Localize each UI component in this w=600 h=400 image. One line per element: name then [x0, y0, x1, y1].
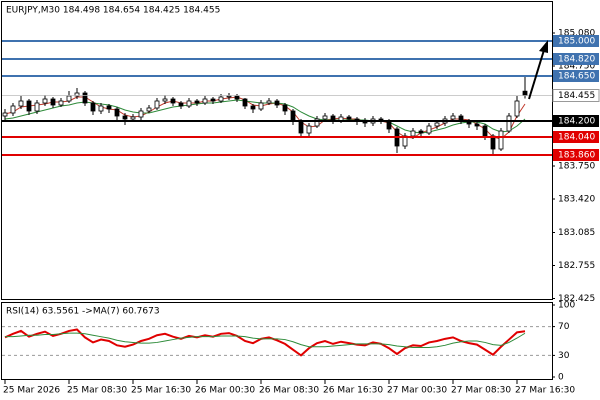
- candle-body: [130, 116, 136, 120]
- candle-body: [202, 98, 208, 104]
- level-label: 184.820: [558, 55, 595, 65]
- candle-body: [506, 115, 512, 132]
- x-tick-label: 27 Mar 08:30: [451, 386, 511, 396]
- candle-body: [322, 115, 328, 120]
- x-tick-label: 26 Mar 16:30: [323, 386, 383, 396]
- x-tick-label: 25 Mar 08:30: [67, 386, 127, 396]
- candle-body: [18, 100, 24, 107]
- x-tick-label: 27 Mar 00:30: [387, 386, 447, 396]
- y-tick-label: 184.750: [558, 62, 595, 72]
- candle-body: [290, 110, 296, 122]
- x-tick-label: 26 Mar 08:30: [259, 386, 319, 396]
- current-price-label: 184.455: [558, 91, 595, 101]
- candle-body: [90, 102, 96, 112]
- level-label-box: [553, 35, 599, 47]
- y-tick-label: 0: [558, 373, 564, 383]
- candle-body: [74, 92, 80, 97]
- y-tick-label: 183.420: [558, 195, 595, 205]
- candle-body: [194, 100, 200, 104]
- candle-body: [10, 105, 16, 114]
- chart-title: EURJPY,M30 184.498 184.654 184.425 184.4…: [6, 6, 220, 16]
- level-label: 183.860: [558, 151, 595, 161]
- candle-body: [474, 123, 480, 127]
- candle-body: [146, 107, 152, 112]
- candle-body: [498, 130, 504, 150]
- candle-body: [258, 102, 264, 110]
- candle-body: [282, 104, 288, 112]
- arrow-head: [539, 40, 548, 53]
- y-tick-label: 70: [558, 322, 570, 332]
- y-tick-label: 100: [558, 301, 575, 311]
- candle-body: [426, 125, 432, 134]
- candle-body: [210, 98, 216, 102]
- candle-body: [50, 98, 56, 106]
- plot-layer: 185.080 184.750 183.750 183.420 183.085 182.7…: [2, 29, 600, 396]
- y-tick-label: 183.750: [558, 162, 595, 172]
- candle-body: [450, 115, 456, 120]
- candle-body: [138, 110, 144, 118]
- candle-body: [266, 100, 272, 104]
- candle-body: [218, 96, 224, 102]
- arrow: [528, 49, 545, 100]
- candle-body: [106, 105, 112, 110]
- candle-body: [522, 90, 528, 96]
- y-tick-label: 185.080: [558, 29, 595, 39]
- candle-body: [306, 125, 312, 134]
- candle-body: [274, 100, 280, 106]
- rsi-ma-line: [5, 332, 526, 348]
- candle-body: [2, 112, 8, 117]
- x-tick-label: 25 Mar 2026: [3, 386, 60, 396]
- candle-body: [34, 102, 40, 112]
- y-tick-label: 182.425: [558, 294, 595, 304]
- y-tick-label: 183.085: [558, 228, 595, 238]
- candle-body: [58, 100, 64, 106]
- rsi-frame: [1, 302, 553, 380]
- level-label: 184.650: [558, 72, 595, 82]
- candle-body: [178, 102, 184, 107]
- candle-body: [26, 100, 32, 112]
- rsi-title: RSI(14) 63.5561 ->MA(7) 60.7673: [6, 307, 160, 317]
- candle-body: [154, 100, 160, 109]
- x-tick-label: 26 Mar 00:30: [195, 386, 255, 396]
- candle-body: [66, 95, 72, 102]
- candle-body: [234, 95, 240, 100]
- candle-body: [410, 130, 416, 137]
- candle-body: [186, 100, 192, 107]
- level-label-box: [553, 115, 599, 127]
- level-label-box: [553, 131, 599, 143]
- level-label: 184.200: [558, 117, 595, 127]
- y-tick-label: 30: [558, 351, 570, 361]
- candle-body: [114, 108, 120, 117]
- candle-body: [386, 120, 392, 130]
- candle-body: [250, 105, 256, 110]
- current-price-box: [552, 89, 600, 102]
- level-label-box: [553, 149, 599, 161]
- x-tick-label: 25 Mar 16:30: [131, 386, 191, 396]
- candle-body: [314, 118, 320, 127]
- candle-body: [514, 100, 520, 117]
- y-tick-label: 182.755: [558, 261, 595, 271]
- main-frame: [1, 1, 553, 300]
- level-label-box: [553, 53, 599, 65]
- candle-body: [42, 98, 48, 104]
- x-tick-label: 27 Mar 16:30: [515, 386, 575, 396]
- level-label-box: [553, 70, 599, 82]
- candle-body: [434, 122, 440, 127]
- candle-body: [298, 120, 304, 134]
- candle-body: [162, 98, 168, 102]
- candle-body: [82, 92, 88, 104]
- level-label: 184.040: [558, 133, 595, 143]
- candle-body: [226, 95, 232, 98]
- candle-body: [122, 115, 128, 120]
- candle-body: [346, 116, 352, 120]
- candle-body: [170, 98, 176, 104]
- rsi-line: [4, 328, 526, 357]
- candle-body: [482, 125, 488, 137]
- level-label: 185.000: [558, 37, 595, 47]
- candle-body: [242, 98, 248, 107]
- candle-body: [418, 130, 424, 134]
- candle-body: [98, 105, 104, 112]
